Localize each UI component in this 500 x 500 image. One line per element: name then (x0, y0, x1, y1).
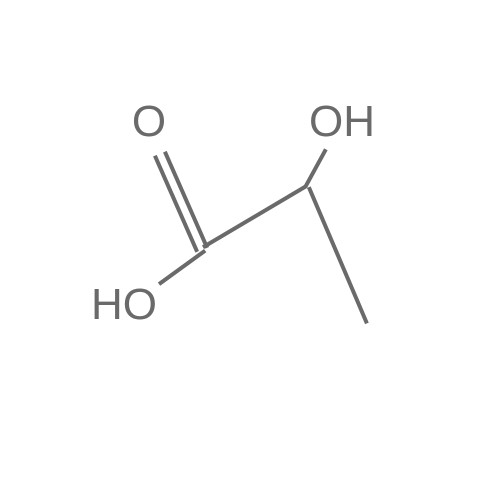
bond-single (303, 148, 327, 188)
bond-single (307, 186, 369, 324)
bond-double (163, 151, 209, 248)
bond-single (202, 185, 307, 249)
bond-double (154, 155, 200, 252)
atom-oxygen-ketone: O (132, 97, 166, 147)
atom-hydroxyl-bottom: HO (91, 280, 157, 330)
molecule-diagram: O OH HO (0, 0, 500, 500)
bond-single (158, 249, 206, 286)
atom-hydroxyl-top: OH (309, 97, 375, 147)
